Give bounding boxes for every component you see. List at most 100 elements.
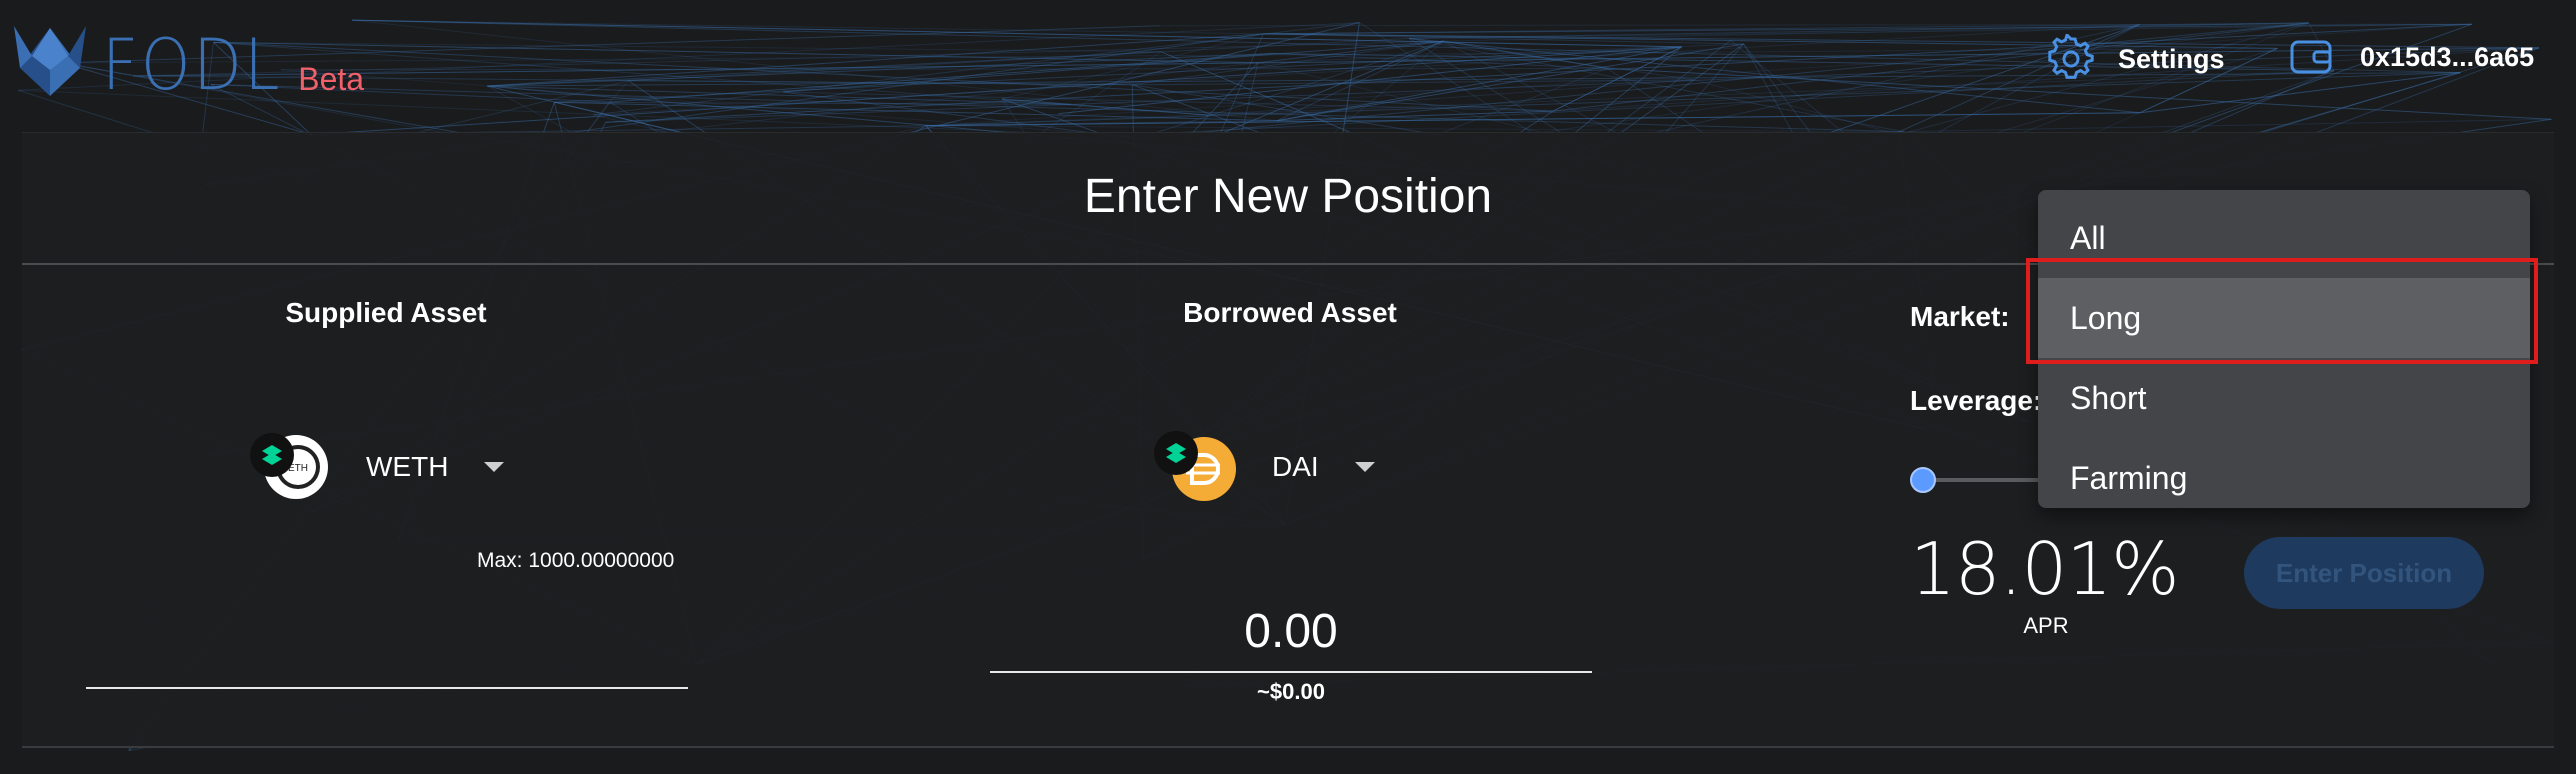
network-line: [487, 85, 1071, 105]
network-line: [925, 72, 2461, 127]
network-line: [605, 23, 2472, 123]
network-line: [2139, 47, 2278, 114]
network-line: [1272, 53, 1608, 69]
network-line: [133, 40, 1444, 77]
network-line: [18, 89, 1135, 138]
network-line: [213, 41, 1162, 53]
network-line: [1263, 33, 1744, 45]
borrowed-asset-heading: Borrowed Asset: [1183, 297, 1397, 328]
network-line: [487, 72, 2461, 87]
network-line: [554, 46, 1682, 103]
network-line: [609, 53, 1273, 103]
top-bar: FODL Beta Settings 0x15d3...6a65: [0, 0, 2576, 130]
network-line: [311, 46, 1682, 136]
network-line: [18, 22, 1360, 91]
network-line: [925, 23, 2472, 127]
network-line: [1607, 67, 2552, 120]
network-line: [1409, 37, 1904, 133]
network-line: [210, 83, 1904, 133]
borrowed-asset-select[interactable]: DAI: [1154, 431, 1375, 503]
network-line: [311, 46, 1682, 136]
network-line: [593, 22, 1360, 116]
network-line: [1903, 118, 2552, 133]
fodl-logo[interactable]: FODL Beta: [10, 22, 364, 100]
svg-text:ETH: ETH: [288, 463, 308, 474]
network-line: [1160, 23, 2472, 27]
network-line: [554, 101, 1071, 105]
apr-value: 18.01%: [1910, 527, 2180, 611]
network-line: [1263, 22, 2309, 35]
network-line: [1409, 37, 1694, 81]
network-line: [1001, 33, 1264, 100]
network-line: [1136, 40, 1444, 140]
supplied-asset-heading: Supplied Asset: [285, 297, 487, 328]
network-line: [133, 47, 2539, 77]
network-line: [593, 23, 2140, 116]
weth-coin-icon: ETH: [248, 431, 332, 503]
network-line: [1553, 46, 1682, 112]
network-line: [133, 47, 2539, 77]
network-line: [554, 101, 1278, 122]
network-line: [1409, 23, 2472, 39]
network-line: [351, 19, 1264, 35]
slider-thumb[interactable]: [1910, 467, 1936, 493]
network-line: [1443, 22, 2309, 42]
network-line: [351, 19, 1278, 122]
network-line: [1898, 22, 2309, 136]
network-line: [628, 80, 1133, 86]
divider: [22, 746, 2554, 748]
network-line: [783, 40, 1444, 93]
network-line: [1443, 40, 1608, 69]
enter-position-button[interactable]: Enter Position: [2244, 537, 2484, 609]
market-option-short[interactable]: Short: [2070, 379, 2147, 416]
beta-badge: Beta: [298, 61, 365, 97]
supplied-amount-input[interactable]: [86, 593, 688, 689]
network-line: [280, 67, 1608, 71]
network-line: [1277, 110, 1554, 122]
network-line: [487, 51, 1162, 87]
network-line: [61, 62, 312, 136]
network-line: [1409, 37, 2141, 114]
gear-icon: [2048, 34, 2094, 79]
network-line: [1208, 79, 1694, 116]
network-line: [1257, 43, 1744, 64]
settings-button[interactable]: Settings: [2046, 34, 2225, 84]
network-line: [783, 40, 1444, 93]
logo-text: FODL: [102, 24, 283, 106]
max-amount-label: Max: 1000.00000000: [477, 549, 675, 572]
network-line: [628, 37, 1410, 82]
network-line: [280, 69, 1135, 138]
network-line: [1058, 46, 1682, 115]
leverage-slider[interactable]: [1910, 465, 2062, 495]
network-line: [213, 41, 1209, 116]
supplied-asset-select[interactable]: ETH WETH: [248, 431, 505, 503]
network-line: [351, 19, 1682, 48]
wallet-icon: [2290, 40, 2332, 74]
network-line: [925, 70, 2335, 127]
network-line: [1693, 79, 1900, 136]
market-option-long[interactable]: Long: [2038, 278, 2530, 358]
network-line: [1553, 47, 2539, 112]
market-option-all[interactable]: All: [2070, 219, 2106, 256]
network-line: [925, 112, 2140, 127]
network-line: [1277, 110, 1554, 122]
market-label: Market:: [1910, 301, 2010, 332]
network-line: [62, 47, 2278, 64]
market-option-farming[interactable]: Farming: [2070, 459, 2188, 496]
apr-label: APR: [2023, 613, 2069, 638]
network-line: [1263, 33, 2278, 49]
slider-track: [1922, 478, 2062, 482]
network-line: [213, 41, 312, 136]
leverage-label: Leverage:: [1910, 385, 2043, 416]
borrowed-amount-input[interactable]: [990, 573, 1592, 673]
chevron-down-icon: [484, 462, 505, 472]
wallet-address-button[interactable]: 0x15d3...6a65: [2288, 34, 2534, 80]
network-line: [1263, 23, 2472, 35]
network-line: [1132, 40, 1444, 86]
network-line: [1276, 40, 1444, 122]
borrowed-asset-name: DAI: [1272, 451, 1319, 482]
network-line: [1001, 98, 1209, 116]
network-line: [925, 125, 1904, 133]
network-line: [1136, 22, 2309, 140]
network-line: [1257, 40, 1444, 64]
